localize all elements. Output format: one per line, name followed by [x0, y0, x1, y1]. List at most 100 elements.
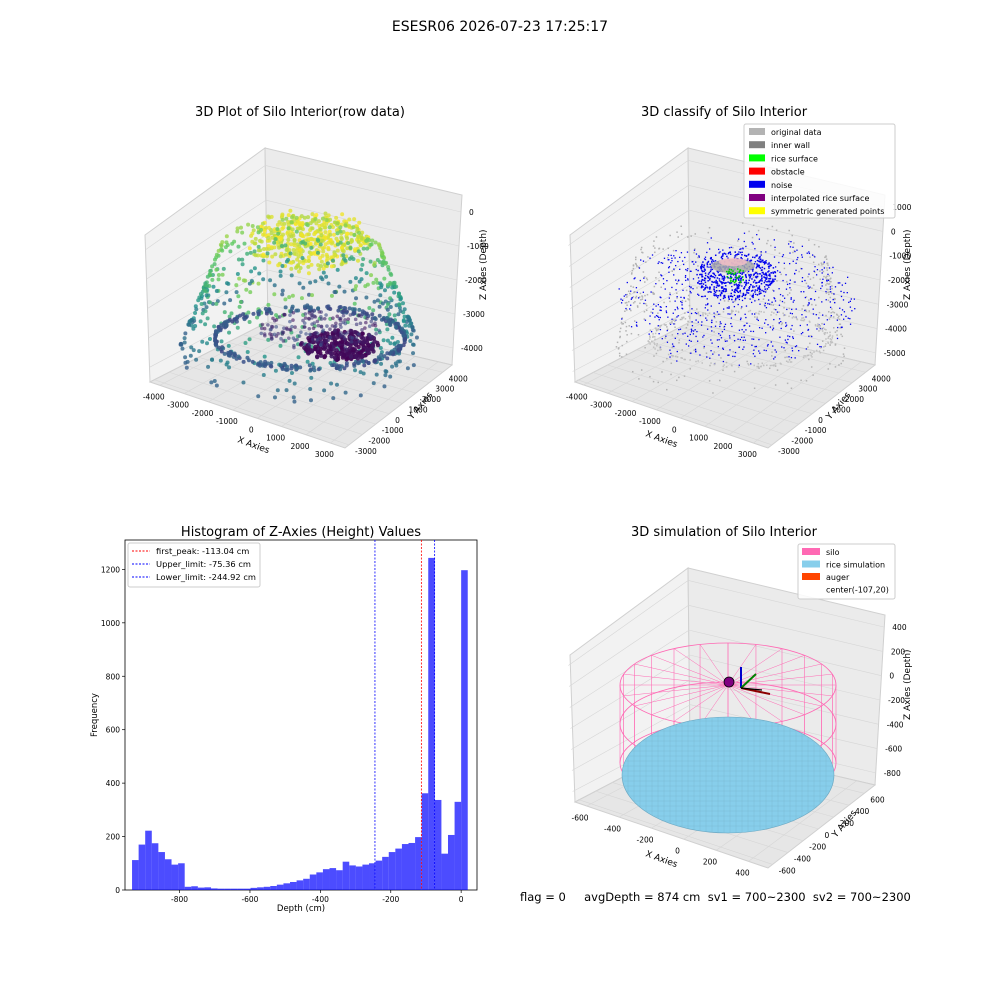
noise-point: [786, 283, 789, 286]
data-point: [197, 349, 202, 354]
noise-point: [711, 259, 714, 261]
figure-suptitle: ESESR06 2026-07-23 17:25:17: [392, 19, 608, 35]
original-data-point: [632, 296, 635, 298]
noise-point: [725, 282, 727, 284]
data-point: [356, 239, 361, 244]
grid-line-z: [568, 580, 689, 666]
noise-point: [675, 289, 677, 291]
data-point: [292, 343, 296, 348]
noise-point: [708, 266, 710, 268]
original-data-point: [737, 311, 740, 314]
original-data-point: [676, 356, 679, 358]
noise-point: [734, 291, 736, 294]
data-point: [316, 323, 321, 328]
noise-point: [703, 277, 706, 279]
original-data-point: [758, 367, 760, 369]
noise-point: [759, 261, 762, 263]
noise-point: [724, 340, 727, 342]
noise-point: [644, 319, 647, 321]
y-tick-label: 0: [115, 886, 120, 895]
noise-point: [772, 345, 774, 347]
original-data-point: [786, 356, 788, 358]
noise-point: [719, 321, 721, 323]
original-data-point: [722, 365, 724, 368]
noise-point: [711, 275, 713, 278]
original-data-point: [704, 312, 707, 315]
histogram-bar: [303, 878, 310, 890]
data-point: [315, 319, 320, 324]
data-point: [310, 237, 315, 242]
noise-point: [659, 328, 662, 331]
data-point: [308, 332, 312, 337]
legend-swatch: [749, 180, 765, 188]
data-point: [182, 340, 187, 345]
noise-point: [637, 297, 640, 299]
noise-point: [723, 328, 726, 330]
noise-point: [630, 290, 632, 292]
noise-point: [692, 288, 694, 290]
noise-point: [742, 248, 744, 250]
original-data-point: [666, 388, 668, 391]
original-data-point: [664, 324, 667, 326]
noise-point: [723, 295, 725, 298]
histogram-bar: [151, 843, 159, 890]
grid-line-y: [577, 379, 773, 446]
noise-point: [754, 289, 757, 291]
original-data-point: [621, 323, 623, 325]
data-point: [225, 360, 230, 365]
original-data-point: [818, 311, 821, 314]
original-data-point: [781, 322, 784, 324]
noise-point: [766, 284, 768, 286]
original-data-point: [808, 239, 810, 241]
data-point: [278, 363, 283, 368]
noise-point: [847, 317, 849, 319]
original-data-point: [770, 303, 772, 306]
data-point: [268, 278, 273, 283]
original-data-point: [831, 285, 833, 287]
data-point: [333, 324, 338, 328]
data-point: [261, 372, 266, 377]
histogram-bar: [322, 869, 330, 890]
original-data-point: [640, 298, 642, 301]
original-data-point: [660, 324, 663, 327]
data-point: [248, 250, 253, 255]
noise-point: [809, 286, 811, 288]
simulation-title: 3D simulation of Silo Interior: [631, 525, 818, 540]
data-point: [179, 342, 184, 347]
noise-point: [753, 286, 756, 288]
original-data-point: [649, 375, 651, 378]
data-point: [373, 316, 378, 321]
original-data-point: [632, 267, 635, 270]
data-point: [335, 267, 340, 272]
noise-point: [690, 328, 693, 330]
original-data-point: [720, 357, 722, 359]
original-data-point: [830, 311, 832, 314]
data-point: [301, 285, 306, 290]
data-point: [344, 357, 349, 362]
original-data-point: [802, 319, 805, 322]
data-point: [293, 252, 298, 257]
y-tick-label: -200: [809, 843, 826, 852]
data-point: [280, 217, 285, 222]
original-data-point: [821, 330, 824, 332]
noise-point: [738, 329, 741, 331]
data-point: [262, 364, 267, 369]
data-point: [299, 214, 304, 219]
x-tick-label: 200: [703, 857, 718, 866]
original-data-point: [688, 317, 691, 319]
legend-label: symmetric generated points: [771, 207, 884, 216]
noise-point: [764, 286, 766, 288]
data-point: [278, 269, 283, 274]
data-point: [289, 220, 294, 225]
noise-point: [758, 287, 761, 290]
histogram-bar: [191, 886, 198, 890]
original-data-point: [840, 333, 842, 336]
y-tick-label: -3000: [778, 447, 800, 456]
noise-point: [718, 290, 721, 292]
grid-line-z: [571, 704, 691, 771]
noise-point: [728, 272, 731, 275]
noise-point: [720, 280, 722, 283]
original-data-point: [747, 310, 750, 313]
noise-point: [783, 347, 785, 349]
original-data-point: [735, 256, 737, 258]
